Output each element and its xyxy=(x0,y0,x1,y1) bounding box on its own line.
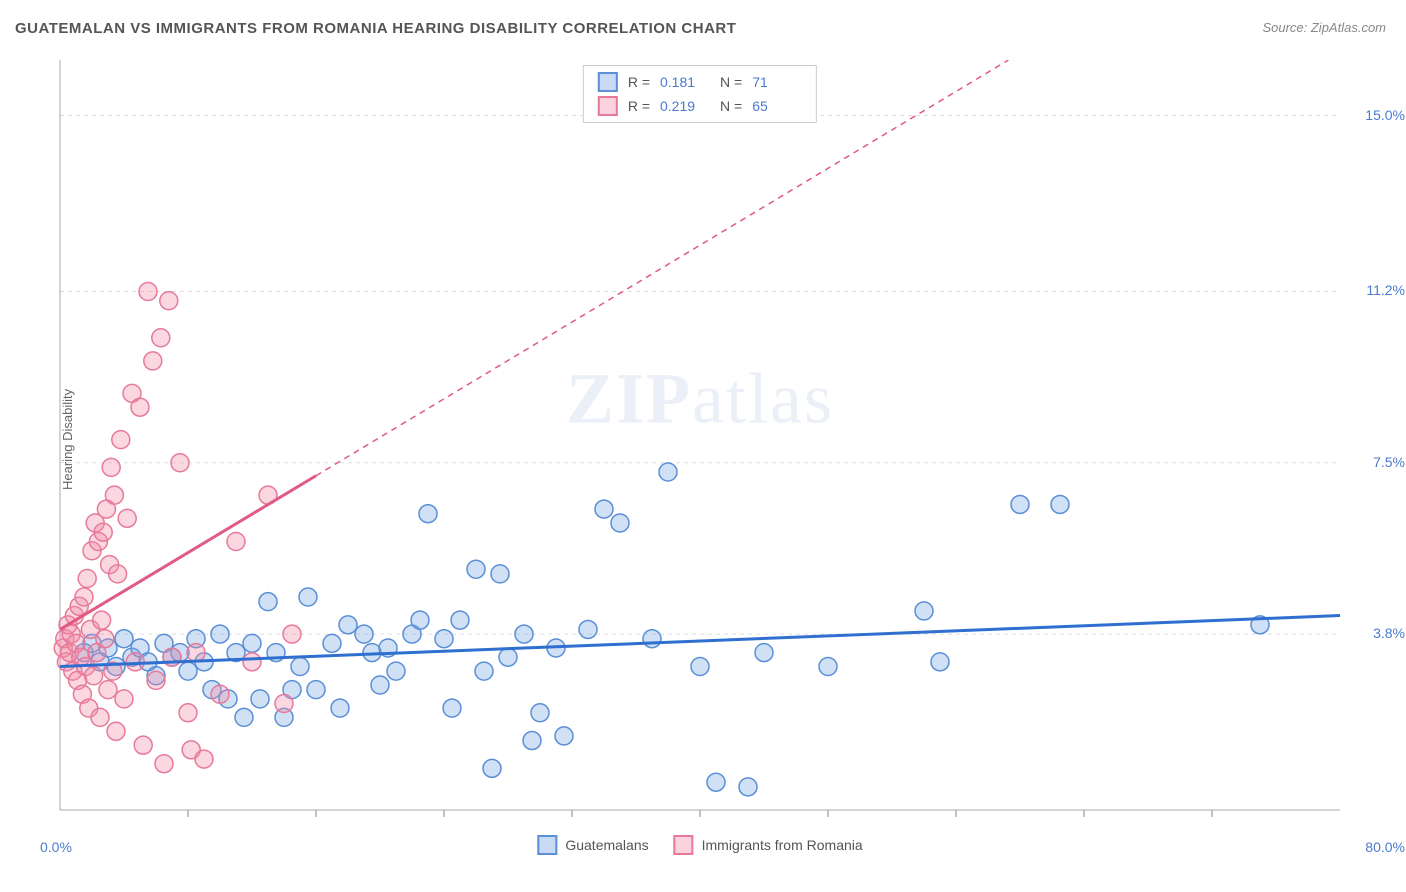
legend-swatch-blue-icon xyxy=(537,835,557,855)
scatter-chart xyxy=(50,60,1350,830)
legend-swatch-pink xyxy=(598,96,618,116)
legend-series: Guatemalans Immigrants from Romania xyxy=(537,835,862,855)
x-tick-max: 80.0% xyxy=(1365,839,1405,855)
legend-row-0: R = 0.181 N = 71 xyxy=(598,72,802,92)
y-tick-label: 7.5% xyxy=(1373,454,1405,470)
x-tick-min: 0.0% xyxy=(40,839,72,855)
legend-row-1: R = 0.219 N = 65 xyxy=(598,96,802,116)
plot-area: ZIPatlas Hearing Disability 0.0% 80.0% R… xyxy=(50,60,1350,830)
y-tick-label: 15.0% xyxy=(1365,107,1405,123)
legend-stats: R = 0.181 N = 71 R = 0.219 N = 65 xyxy=(583,65,817,123)
chart-container: GUATEMALAN VS IMMIGRANTS FROM ROMANIA HE… xyxy=(0,0,1406,892)
legend-swatch-blue xyxy=(598,72,618,92)
legend-swatch-pink-icon xyxy=(674,835,694,855)
y-axis-label: Hearing Disability xyxy=(60,389,75,490)
legend-item-0: Guatemalans xyxy=(537,835,648,855)
y-tick-label: 11.2% xyxy=(1366,282,1405,298)
y-tick-label: 3.8% xyxy=(1373,625,1405,641)
legend-item-1: Immigrants from Romania xyxy=(674,835,863,855)
chart-title: GUATEMALAN VS IMMIGRANTS FROM ROMANIA HE… xyxy=(15,20,736,37)
source-attribution: Source: ZipAtlas.com xyxy=(1262,20,1386,35)
